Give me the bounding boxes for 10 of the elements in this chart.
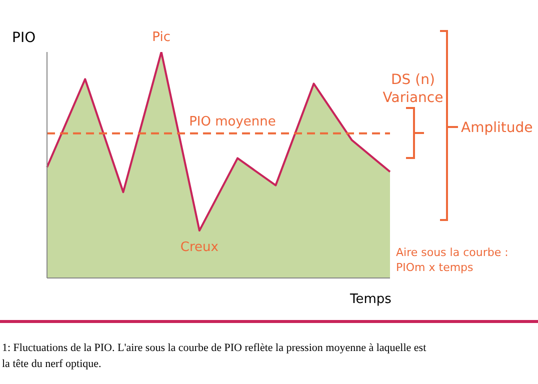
text: Aire sous la courbe : PIOm x temps — [396, 246, 508, 274]
text: Pic — [152, 30, 170, 45]
annotation: Creux — [180, 240, 219, 255]
text: 1: Fluctuations de la PIO. L'aire sous la courbe de PIO reflète la pression moyenne à laquelle est — [2, 342, 426, 354]
ref-line-label: PIO moyenne — [189, 114, 276, 130]
annotation: DS (n) Variance — [382, 72, 444, 106]
y-axis-title: PIO — [12, 30, 36, 46]
text: Amplitude — [461, 120, 533, 136]
x-axis-title: Temps — [350, 292, 392, 307]
text: la tête du nerf optique. — [2, 358, 102, 370]
